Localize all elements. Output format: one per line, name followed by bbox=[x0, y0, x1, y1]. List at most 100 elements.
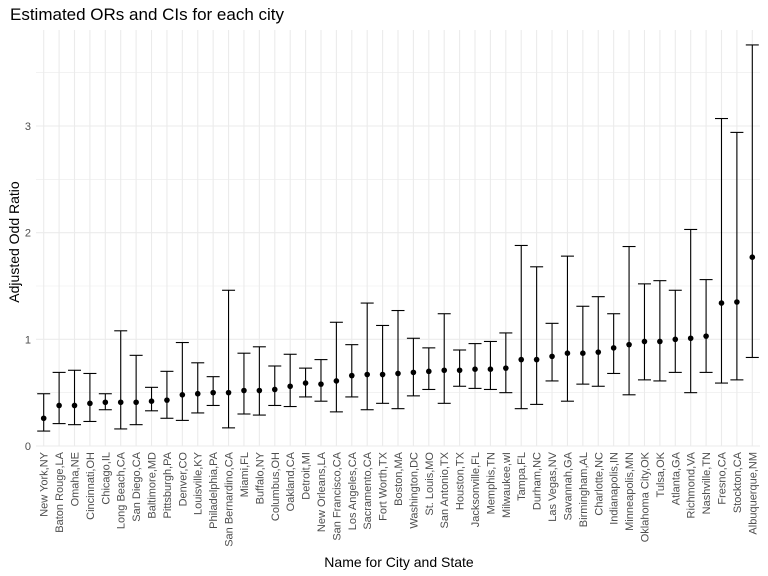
x-tick-label: New Orleans,LA bbox=[316, 451, 328, 532]
estimate-point bbox=[703, 333, 709, 339]
y-axis-title: Adjusted Odd Ratio bbox=[6, 181, 22, 303]
x-tick-label: Jacksonville,FL bbox=[470, 452, 482, 527]
estimate-point bbox=[426, 368, 432, 375]
x-tick-label: Baltimore,MD bbox=[147, 452, 159, 519]
x-tick-label: Denver,CO bbox=[177, 452, 189, 507]
x-tick-label: Richmond,VA bbox=[686, 451, 698, 518]
estimate-point bbox=[40, 415, 47, 422]
x-axis-ticks: New York,NY Baton Rouge,LA Omaha,NE Cincinn… bbox=[39, 451, 760, 546]
estimate-point bbox=[117, 399, 124, 406]
x-tick-label: Stockton,CA bbox=[732, 451, 744, 513]
estimate-point bbox=[379, 371, 386, 378]
estimate-point bbox=[210, 389, 216, 396]
x-tick-label: Baton Rouge,LA bbox=[54, 451, 66, 532]
estimate-point bbox=[194, 390, 201, 397]
x-tick-label: Philadelphia,PA bbox=[208, 451, 220, 529]
x-tick-label: Columbus,OH bbox=[270, 452, 282, 521]
x-tick-label: Tampa,FL bbox=[516, 452, 528, 501]
x-tick-label: Buffalo,NY bbox=[254, 451, 266, 504]
x-tick-label: San Francisco,CA bbox=[331, 451, 343, 540]
y-tick-label: 2 bbox=[25, 228, 31, 240]
x-tick-label: Nashville,TN bbox=[701, 452, 713, 514]
y-tick-label: 0 bbox=[25, 441, 31, 453]
x-tick-label: Fort Worth,TX bbox=[378, 451, 390, 521]
y-axis-ticks: 0 1 2 3 bbox=[25, 121, 31, 453]
x-tick-label: Detroit,MI bbox=[301, 452, 313, 500]
x-tick-label: Los Angeles,CA bbox=[347, 451, 359, 530]
x-tick-label: San Diego,CA bbox=[131, 451, 143, 521]
estimate-point bbox=[271, 386, 278, 393]
x-tick-label: New York,NY bbox=[39, 451, 51, 516]
x-tick-label: Chicago,IL bbox=[100, 452, 112, 505]
x-tick-label: Miami,FL bbox=[239, 452, 251, 497]
x-tick-label: Milwaukee,wI bbox=[501, 452, 513, 518]
x-tick-label: Oakland,CA bbox=[285, 451, 297, 511]
estimate-point bbox=[164, 397, 170, 403]
estimate-point bbox=[56, 402, 62, 409]
estimate-point bbox=[503, 365, 509, 371]
estimate-point bbox=[179, 392, 186, 398]
x-tick-label: Houston,TX bbox=[455, 451, 467, 510]
x-tick-label: Indianapolis,IN bbox=[609, 452, 621, 525]
estimate-point bbox=[241, 387, 247, 394]
x-tick-label: St. Louis,MO bbox=[424, 452, 436, 516]
estimate-point bbox=[549, 353, 555, 360]
estimate-point bbox=[333, 378, 340, 384]
x-tick-label: Tulsa,OK bbox=[655, 451, 667, 497]
x-tick-label: Washington,DC bbox=[408, 452, 420, 529]
x-tick-label: Durham,NC bbox=[532, 452, 544, 510]
x-tick-label: Albuquerque,NM bbox=[747, 452, 759, 535]
x-tick-label: Cincinnati,OH bbox=[85, 452, 97, 520]
estimate-point bbox=[87, 400, 93, 407]
x-tick-label: Oklahoma City,OK bbox=[639, 451, 651, 542]
estimate-point bbox=[133, 399, 139, 406]
estimate-point bbox=[641, 338, 648, 345]
estimate-point bbox=[687, 335, 694, 342]
estimate-point bbox=[318, 381, 324, 387]
estimate-point bbox=[71, 402, 78, 409]
estimate-point bbox=[472, 366, 478, 373]
estimate-point bbox=[533, 356, 540, 363]
x-tick-label: Sacramento,CA bbox=[362, 451, 374, 529]
x-tick-label: Louisville,KY bbox=[193, 451, 205, 515]
estimate-point bbox=[718, 300, 725, 306]
estimate-point bbox=[487, 366, 494, 373]
estimate-point bbox=[595, 349, 602, 355]
estimate-point bbox=[256, 387, 263, 394]
x-tick-label: Long Beach,CA bbox=[116, 451, 128, 529]
estimate-point bbox=[626, 341, 632, 348]
estimate-point bbox=[225, 389, 232, 396]
x-tick-label: San Bernardino,CA bbox=[224, 451, 236, 546]
estimate-point bbox=[657, 338, 663, 345]
estimate-point bbox=[580, 350, 586, 357]
estimate-point bbox=[441, 367, 448, 374]
estimate-point bbox=[287, 383, 293, 390]
estimate-point bbox=[102, 399, 109, 406]
x-tick-label: Omaha,NE bbox=[70, 452, 82, 506]
chart-title: Estimated ORs and CIs for each city bbox=[10, 5, 284, 24]
estimate-point bbox=[564, 350, 571, 357]
estimate-point bbox=[749, 254, 756, 260]
estimate-point bbox=[410, 369, 417, 376]
x-tick-label: Las Vegas,NV bbox=[547, 451, 559, 521]
x-tick-label: Fresno,CA bbox=[716, 451, 728, 504]
x-tick-label: San Antonio,TX bbox=[439, 451, 451, 528]
estimate-point bbox=[672, 336, 679, 343]
estimate-point bbox=[518, 356, 525, 363]
x-tick-label: Boston,MA bbox=[393, 451, 405, 505]
y-tick-label: 3 bbox=[25, 121, 31, 133]
estimate-point bbox=[364, 371, 370, 378]
estimate-point bbox=[148, 398, 155, 405]
estimate-point bbox=[302, 380, 309, 386]
estimate-point bbox=[610, 345, 617, 351]
y-tick-label: 1 bbox=[25, 334, 31, 346]
x-tick-label: Minneapolis,MN bbox=[624, 452, 636, 531]
x-axis-title: Name for City and State bbox=[324, 554, 474, 570]
x-tick-label: Pittsburgh,PA bbox=[162, 451, 174, 518]
estimate-point bbox=[348, 372, 355, 379]
estimate-point bbox=[734, 299, 740, 305]
x-tick-label: Savannah,GA bbox=[562, 451, 574, 520]
x-tick-label: Memphis,TN bbox=[485, 452, 497, 514]
estimate-point bbox=[395, 370, 401, 377]
